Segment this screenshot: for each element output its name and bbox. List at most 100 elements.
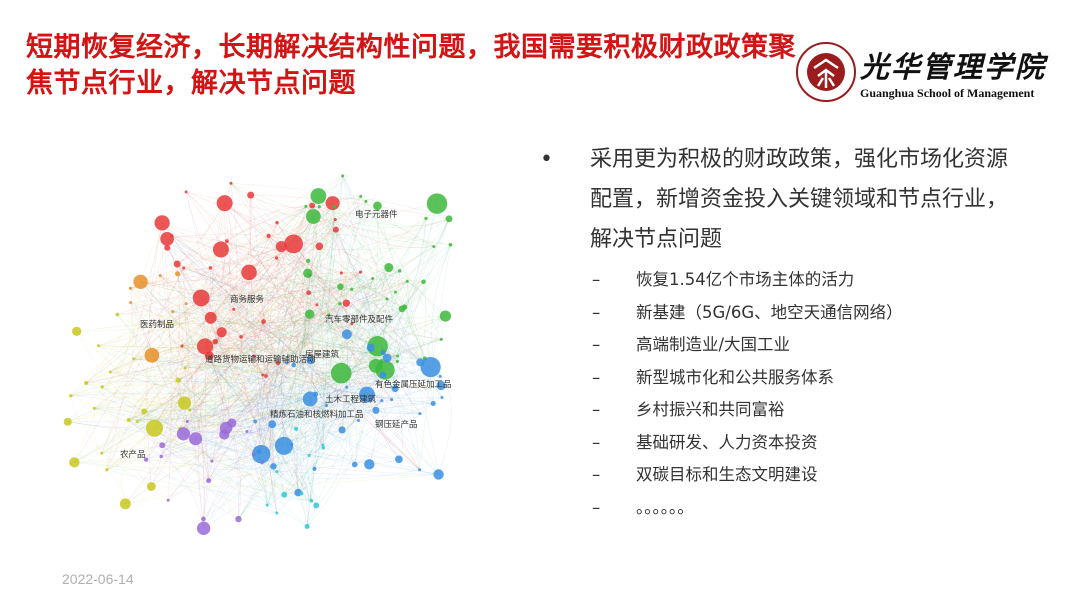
network-node	[371, 277, 375, 281]
network-edge	[284, 315, 446, 495]
network-edge	[209, 355, 268, 506]
network-edge	[76, 331, 239, 520]
network-edge	[313, 216, 341, 287]
network-edge	[200, 222, 278, 299]
network-edge	[307, 273, 316, 361]
network-edge	[186, 421, 262, 455]
network-edge	[184, 402, 359, 421]
network-node	[303, 268, 313, 279]
network-node	[71, 326, 82, 337]
network-edge	[271, 424, 285, 495]
dash-icon: –	[592, 465, 601, 484]
network-edge	[74, 267, 184, 463]
network-node	[350, 287, 354, 291]
network-node	[310, 188, 327, 204]
network-edge	[177, 202, 225, 265]
network-edge	[125, 394, 368, 505]
network-edge	[253, 364, 294, 455]
network-edge	[346, 278, 373, 335]
network-edge	[211, 398, 311, 462]
network-node	[380, 350, 386, 355]
network-edge	[181, 345, 355, 465]
network-node	[384, 263, 394, 273]
network-edge	[340, 271, 361, 374]
network-node	[420, 357, 441, 378]
network-edge	[214, 229, 336, 342]
sub-point: – 恢复1.54亿个市场主体的活力	[592, 264, 1020, 297]
network-edge	[419, 281, 427, 363]
network-edge	[297, 275, 310, 493]
network-edge	[307, 261, 361, 274]
network-node	[416, 358, 425, 367]
network-edge	[240, 336, 312, 501]
network-edge	[293, 271, 361, 366]
network-edge	[328, 201, 367, 316]
network-edge	[255, 420, 315, 470]
network-edge	[74, 462, 277, 514]
network-edges	[67, 175, 452, 529]
network-node	[261, 373, 265, 377]
network-node	[372, 406, 380, 414]
network-edge	[201, 286, 341, 302]
network-edge	[342, 175, 384, 376]
network-edge	[323, 175, 343, 448]
network-node	[126, 418, 131, 422]
network-edge	[195, 304, 318, 440]
bullet-icon: •	[540, 147, 553, 172]
network-edge	[168, 323, 263, 463]
network-edge	[326, 267, 389, 406]
network-edge	[260, 195, 319, 455]
network-edge	[94, 408, 285, 496]
network-node	[183, 366, 187, 370]
network-edge	[397, 346, 401, 362]
network-edge	[250, 195, 278, 514]
network-edge	[179, 367, 209, 481]
network-node	[143, 457, 149, 462]
network-edge	[225, 387, 396, 429]
guanghua-logo: 光华管理学院 Guanghua School of Management	[790, 40, 1080, 110]
network-node	[338, 302, 342, 306]
dash-icon: –	[592, 432, 601, 452]
dash-icon: –	[592, 302, 601, 322]
network-edge	[268, 235, 309, 293]
network-node	[260, 461, 264, 465]
network-edge	[262, 291, 396, 376]
network-edge	[128, 355, 210, 421]
network-edge	[130, 288, 297, 430]
network-edge	[307, 273, 408, 289]
network-edge	[283, 385, 442, 447]
network-node	[128, 286, 133, 290]
network-edge	[145, 332, 222, 460]
network-edge	[125, 315, 446, 505]
network-edge	[67, 362, 287, 423]
network-node	[304, 204, 308, 208]
network-node-label: 电子元器件	[355, 209, 398, 220]
sub-point: –。。。。。。	[592, 492, 1020, 525]
network-edge	[168, 323, 443, 398]
network-edge	[161, 398, 311, 457]
network-edge	[159, 275, 392, 400]
network-edge	[159, 275, 267, 377]
network-edge	[151, 347, 386, 371]
network-edge	[145, 205, 378, 460]
network-edge	[177, 273, 268, 506]
network-edge	[94, 407, 439, 475]
network-edge	[306, 206, 335, 527]
network-edge	[231, 363, 279, 424]
network-node	[158, 274, 162, 278]
network-edge	[181, 345, 267, 380]
network-edge	[240, 419, 256, 456]
network-edge	[136, 421, 312, 501]
network-edge	[178, 271, 361, 381]
network-edge	[266, 235, 297, 429]
network-edge	[102, 367, 186, 388]
network-edge	[151, 355, 209, 481]
network-edge	[189, 218, 427, 411]
network-node	[439, 310, 452, 322]
network-edge	[151, 344, 311, 361]
network-node	[69, 394, 73, 398]
network-edge	[210, 206, 307, 318]
network-edge	[351, 278, 377, 324]
network-edge	[74, 420, 359, 463]
network-edge	[254, 260, 309, 357]
